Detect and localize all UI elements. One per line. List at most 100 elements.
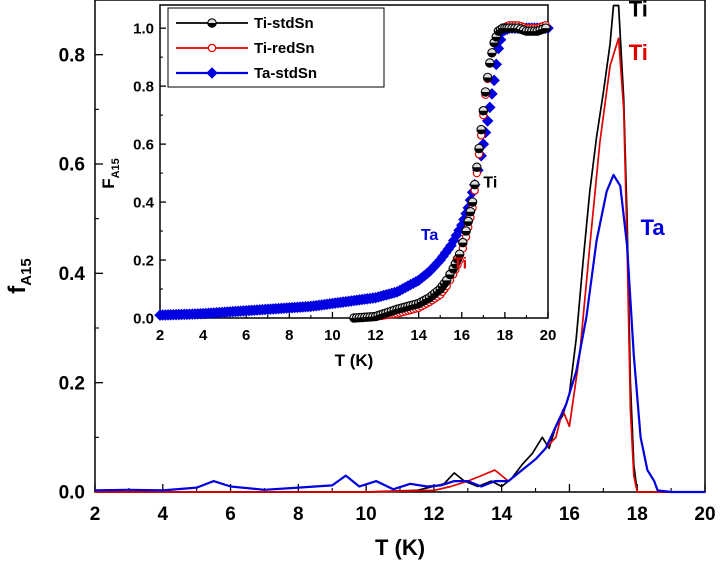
- inset-y-tick-label: 1.0: [133, 20, 154, 37]
- inset-point-ti-stdsn-half: [485, 62, 494, 68]
- inset-point-ti-stdsn-half: [451, 263, 460, 269]
- inset-point-ti-stdsn: [469, 179, 480, 190]
- inset-point-ti-stdsn: [454, 249, 465, 259]
- inset-point-ti-stdsn: [467, 197, 478, 207]
- inset-point-ti-stdsn-half: [476, 129, 486, 134]
- legend-label-ta-stdsn: Ta-stdSn: [254, 65, 317, 82]
- main-annotation-ta-2: Ta: [641, 215, 666, 240]
- inset-point-ti-stdsn: [461, 226, 471, 236]
- inset-axis-ticks: 2 4 6 8 10 12 14 16 18 20 0.0 0.2 0.4 0.6 0.8 1.0: [133, 20, 556, 344]
- inset-x-tick-label-6: 6: [242, 327, 250, 344]
- inset-x-tick-label-8: 8: [285, 327, 293, 344]
- inset-point-ti-stdsn-half: [474, 148, 484, 153]
- inset-point-ti-stdsn-half: [492, 36, 501, 42]
- inset-y-axis-title-main: F: [99, 178, 118, 188]
- main-y-axis-title: fA15: [4, 258, 35, 294]
- inset-x-axis-title: T (K): [335, 351, 374, 370]
- inset-x-tick-label-16: 16: [453, 327, 470, 344]
- legend-entry-ti-stdsn: Ti-stdSn: [176, 15, 314, 32]
- inset-point-ti-stdsn-half: [464, 221, 473, 226]
- legend-marker-ta-stdsn: [206, 67, 218, 79]
- main-series-line-ti-redsn: [95, 37, 705, 493]
- inset-plot: 2 4 6 8 10 12 14 16 18 200.00.20.40.60.81.0 TiTaT…: [99, 4, 556, 370]
- inset-annotation-ti-0: Ti: [483, 175, 497, 192]
- inset-x-tick-label-14: 14: [410, 327, 427, 344]
- main-y-tick-label: 0.0: [59, 483, 85, 504]
- inset-x-tick-label-20: 20: [540, 327, 557, 344]
- main-annotation-ti-1: Ti: [629, 40, 648, 65]
- inset-point-ti-stdsn: [472, 162, 482, 173]
- main-axis-ticks: 2 4 6 8 10 12 14 16 18 20 0.0 0.2 0.4 0.6 0.8: [59, 0, 716, 525]
- inset-point-ti-stdsn: [465, 206, 476, 217]
- inset-point-ti-stdsn-half: [468, 202, 477, 207]
- main-x-tick-label-20: 20: [694, 504, 715, 525]
- inset-point-ti-stdsn: [487, 48, 497, 58]
- inset-point-ti-stdsn-half: [470, 184, 479, 189]
- inset-x-tick-label-12: 12: [367, 327, 384, 344]
- inset-point-ti-stdsn-half: [461, 231, 471, 236]
- main-y-axis-title-main: f: [4, 285, 31, 294]
- inset-point-ti-stdsn: [458, 237, 468, 248]
- inset-point-ti-stdsn-half: [489, 42, 499, 47]
- inset-y-tick-label: 0.8: [133, 78, 154, 95]
- inset-point-ti-stdsn: [482, 72, 493, 83]
- inset-y-tick-label: 0.2: [133, 252, 154, 269]
- main-series-group: [94, 4, 705, 494]
- legend-marker-ti-stdsn: [207, 18, 217, 28]
- main-x-tick-label-16: 16: [559, 504, 580, 525]
- inset-point-ti-stdsn-half: [541, 28, 551, 33]
- legend-entry-ti-redsn: Ti-redSn: [176, 40, 315, 57]
- inset-point-ti-stdsn: [476, 124, 486, 135]
- inset-point-ti-stdsn-half: [448, 268, 458, 273]
- inset-annotations: Ti Ta Ti: [421, 175, 497, 273]
- legend-label-ti-redsn: Ti-redSn: [254, 40, 315, 57]
- inset-y-tick-label: 0.6: [133, 136, 154, 153]
- main-x-axis-title: T (K): [375, 535, 425, 560]
- inset-point-ti-stdsn: [463, 216, 473, 227]
- main-y-tick-label: 0.2: [59, 373, 85, 394]
- main-x-tick-label-8: 8: [293, 504, 304, 525]
- inset-point-ti-stdsn-half: [466, 211, 475, 216]
- inset-y-axis-title-sub: A15: [110, 158, 122, 178]
- inset-point-ti-stdsn-half: [445, 274, 455, 279]
- inset-y-tick-label: 0.4: [133, 194, 155, 211]
- legend-entry-ta-stdsn: Ta-stdSn: [176, 65, 317, 82]
- inset-point-ti-stdsn: [478, 106, 489, 116]
- inset-series-group: [154, 21, 554, 323]
- inset-point-ti-stdsn-half: [455, 254, 464, 259]
- inset-x-tick-label-4: 4: [199, 327, 208, 344]
- legend-label-ti-stdsn: Ti-stdSn: [254, 15, 314, 32]
- inset-point-ti-stdsn: [485, 58, 495, 68]
- inset-point-ti-stdsn: [541, 23, 551, 33]
- main-x-tick-label-10: 10: [356, 504, 377, 525]
- legend-marker-ti-redsn: [207, 43, 217, 53]
- main-x-tick-label-14: 14: [491, 504, 513, 525]
- main-x-tick-label-4: 4: [157, 504, 168, 525]
- inset-point-ti-stdsn-half: [481, 91, 490, 97]
- main-y-tick-label: 0.4: [59, 264, 86, 285]
- inset-annotation-ta-1: Ta: [421, 227, 439, 244]
- inset-y-axis-title: FA15: [99, 158, 122, 189]
- main-annotations: Ti Ti Ta: [629, 0, 666, 240]
- inset-point-ti-stdsn-half: [472, 167, 482, 172]
- inset-point-ti-stdsn-half: [487, 52, 497, 58]
- main-annotation-ti-0: Ti: [629, 0, 648, 21]
- inset-series-ti-stdsn: [349, 23, 551, 323]
- legend-marker-ti-stdsn-half: [207, 23, 217, 28]
- main-y-tick-label: 0.8: [59, 45, 85, 66]
- inset-x-tick-label-10: 10: [324, 327, 341, 344]
- inset-x-tick-label-18: 18: [497, 327, 514, 344]
- inset-annotation-ti-2: Ti: [453, 256, 467, 273]
- inset-point-ti-stdsn-half: [483, 77, 492, 82]
- main-x-tick-label-6: 6: [225, 504, 236, 525]
- inset-point-ti-stdsn: [474, 143, 484, 154]
- main-x-tick-label-2: 2: [90, 504, 101, 525]
- inset-point-ti-stdsn-half: [479, 110, 488, 115]
- main-y-tick-label: 0.6: [59, 155, 85, 176]
- main-plot: 2 4 6 8 10 12 14 16 18 20 0.0 0.2 0.4 0.6 0.8 Ti Ti Ta T…: [4, 0, 716, 560]
- inset-point-ti-stdsn-half: [458, 242, 468, 247]
- inset-y-tick-label: 0.0: [133, 310, 154, 327]
- inset-x-tick-label-2: 2: [156, 327, 164, 344]
- inset-point-ti-stdsn-half: [453, 259, 462, 264]
